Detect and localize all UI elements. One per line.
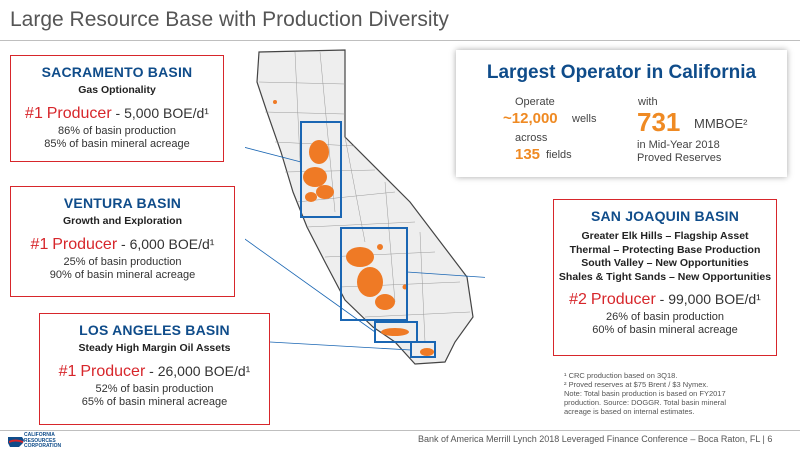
producer-rank: #1 (30, 236, 49, 253)
page-number: | 6 (762, 434, 773, 444)
producer-label: Producer (80, 363, 146, 380)
san-joaquin-box (340, 227, 408, 321)
sacramento-box (300, 121, 342, 218)
producer-line: #1 Producer - 26,000 BOE/d¹ (40, 363, 269, 381)
title-divider (0, 40, 800, 41)
footer: Bank of America Merrill Lynch 2018 Lever… (418, 434, 772, 444)
producer-rate: - 6,000 BOE/d¹ (121, 236, 215, 252)
logo-line: CORPORATION (24, 443, 62, 449)
asset-line: Greater Elk Hills – Flagship Asset (581, 230, 749, 242)
asset-line: South Valley – New Opportunities (581, 257, 749, 269)
footer-divider (0, 430, 800, 431)
operate-label: Operate (515, 96, 555, 108)
asset-line: Thermal – Protecting Base Production (569, 243, 761, 256)
footnote: Note: Total basin production is based on… (564, 389, 726, 398)
san-joaquin-basin-card: SAN JOAQUIN BASIN Greater Elk Hills – Fl… (553, 199, 777, 356)
producer-rate: - 5,000 BOE/d¹ (115, 105, 209, 121)
basin-subtitle: Steady High Margin Oil Assets (78, 342, 231, 354)
basin-name: LOS ANGELES BASIN (79, 322, 230, 338)
fields-label: fields (546, 149, 572, 161)
slide-title: Large Resource Base with Production Dive… (10, 8, 449, 31)
connector-lines (245, 147, 485, 351)
reserves-date: in Mid-Year 2018 (637, 139, 720, 151)
basin-subtitle: Greater Elk Hills – Flagship Asset Therm… (554, 230, 776, 284)
footnote: ² Proved reserves at $75 Brent / $3 Nyme… (564, 380, 709, 389)
reserves-number: 731 (637, 107, 681, 137)
company-logo-text: CALIFORNIA RESOURCES CORPORATION (24, 432, 84, 450)
conference-name: Bank of America Merrill Lynch 2018 Lever… (418, 434, 761, 444)
asset-line: Shales & Tight Sands – New Opportunities (558, 270, 772, 283)
sacramento-basin-card: SACRAMENTO BASIN Gas Optionality #1 Prod… (10, 55, 224, 162)
logo-line: RESOURCES (24, 437, 56, 444)
basin-name: VENTURA BASIN (63, 195, 182, 211)
footnote: acreage is based on internal estimates. (564, 407, 695, 416)
reserves-unit: MMBOE² (694, 116, 748, 131)
producer-label: Producer (590, 291, 656, 308)
basin-subtitle: Gas Optionality (78, 84, 156, 96)
with-label: with (638, 96, 658, 108)
producer-line: #1 Producer - 6,000 BOE/d¹ (11, 236, 234, 254)
footnotes: ¹ CRC production based on 3Q18. ² Proved… (564, 371, 794, 416)
wells-count: ~12,000 (503, 110, 558, 127)
basin-acreage-share: 65% of basin mineral acreage (81, 396, 228, 408)
producer-label: Producer (52, 236, 118, 253)
basin-acreage-share: 85% of basin mineral acreage (44, 138, 190, 150)
footnote: production. Source: DOGGR. Total basin m… (564, 398, 727, 407)
operator-title: Largest Operator in California (486, 62, 757, 83)
production-areas (273, 100, 434, 356)
producer-line: #1 Producer - 5,000 BOE/d¹ (11, 105, 223, 123)
footnote: ¹ CRC production based on 3Q18. (564, 371, 678, 380)
producer-rate: - 99,000 BOE/d¹ (659, 291, 761, 307)
california-map (245, 49, 485, 365)
producer-rate: - 26,000 BOE/d¹ (149, 363, 251, 379)
basin-subtitle: Growth and Exploration (62, 215, 182, 227)
reserves-type: Proved Reserves (637, 152, 722, 164)
fields-count: 135 (515, 146, 541, 163)
basin-acreage-share: 60% of basin mineral acreage (592, 324, 738, 336)
company-logo (8, 437, 24, 447)
los-angeles-box (410, 341, 436, 358)
basin-name: SAN JOAQUIN BASIN (590, 208, 740, 224)
producer-rank: #1 (58, 363, 77, 380)
los-angeles-basin-card: LOS ANGELES BASIN Steady High Margin Oil… (39, 313, 270, 425)
largest-operator-panel: Largest Operator in California Operate ~… (456, 50, 787, 177)
basin-production-share: 52% of basin production (95, 383, 214, 395)
basin-acreage-share: 90% of basin mineral acreage (49, 269, 196, 281)
basin-production-share: 26% of basin production (605, 311, 725, 323)
logo-line: CALIFORNIA (24, 432, 55, 438)
basin-production-share: 86% of basin production (57, 125, 177, 137)
wells-label: wells (572, 113, 597, 125)
ventura-basin-card: VENTURA BASIN Growth and Exploration #1 … (10, 186, 235, 297)
producer-label: Producer (46, 105, 112, 122)
producer-line: #2 Producer - 99,000 BOE/d¹ (554, 291, 776, 309)
across-label: across (515, 132, 548, 144)
basin-production-share: 25% of basin production (63, 256, 182, 268)
producer-rank: #2 (569, 291, 587, 308)
producer-rank: #1 (25, 105, 43, 122)
basin-name: SACRAMENTO BASIN (41, 64, 193, 80)
